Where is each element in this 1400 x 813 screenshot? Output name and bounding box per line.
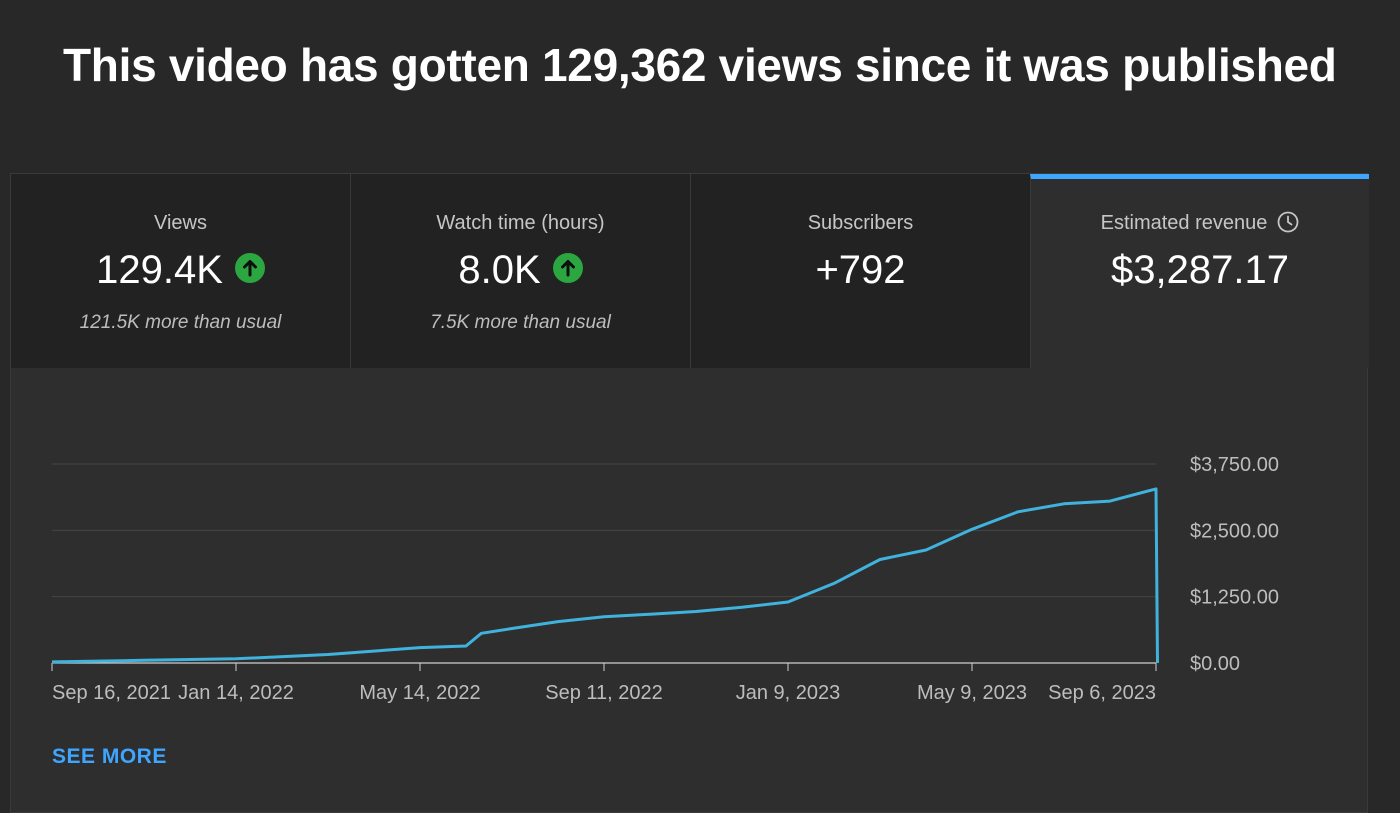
x-tick-label: Sep 11, 2022: [545, 682, 663, 704]
tab-label: Estimated revenue: [1031, 211, 1369, 235]
tab-estimated-revenue[interactable]: Estimated revenue $3,287.17: [1030, 174, 1369, 368]
x-tick-label: Jan 14, 2022: [178, 682, 294, 704]
x-tick-label: May 14, 2022: [359, 682, 480, 704]
tab-label: Watch time (hours): [436, 212, 605, 234]
revenue-chart: $0.00 $1,250.00 $2,500.00 $3,750.00 Sep 16, …: [51, 454, 1279, 704]
tab-subscribers[interactable]: Subscribers +792: [690, 174, 1030, 368]
tab-views[interactable]: Views 129.4K 121.5K more than usual: [11, 174, 350, 368]
tab-label: Subscribers: [807, 212, 914, 234]
tab-note: 121.5K more than usual: [79, 312, 282, 333]
tab-value: $3,287.17: [1111, 248, 1289, 292]
tab-watch-time[interactable]: Watch time (hours) 8.0K 7.5K more than u…: [350, 174, 690, 368]
metric-tabs: Views 129.4K 121.5K more than usual Watc…: [11, 174, 1369, 368]
x-tick-label: May 9, 2023: [917, 682, 1027, 704]
y-tick-label: $3,750.00: [1190, 454, 1279, 476]
tab-label: Views: [154, 212, 207, 234]
x-tick-label: Sep 16, 2021: [52, 682, 171, 704]
y-tick-label: $2,500.00: [1190, 520, 1279, 542]
revenue-series-line: [51, 487, 1159, 664]
tab-value: +792: [815, 248, 906, 292]
y-tick-label: $1,250.00: [1190, 587, 1279, 609]
x-tick-label: Jan 9, 2023: [736, 682, 841, 704]
x-tick-label: Sep 6, 2023: [1048, 682, 1156, 704]
page-title: This video has gotten 129,362 views sinc…: [63, 39, 1337, 91]
see-more-link[interactable]: SEE MORE: [52, 745, 167, 768]
tab-note: 7.5K more than usual: [430, 312, 611, 333]
clock-icon[interactable]: [1277, 211, 1299, 233]
arrow-up-circle-icon: [234, 253, 265, 284]
tab-value: 129.4K: [11, 248, 350, 293]
arrow-up-circle-icon: [552, 253, 583, 284]
tab-value: 8.0K: [351, 248, 690, 293]
y-tick-label: $0.00: [1190, 653, 1240, 675]
